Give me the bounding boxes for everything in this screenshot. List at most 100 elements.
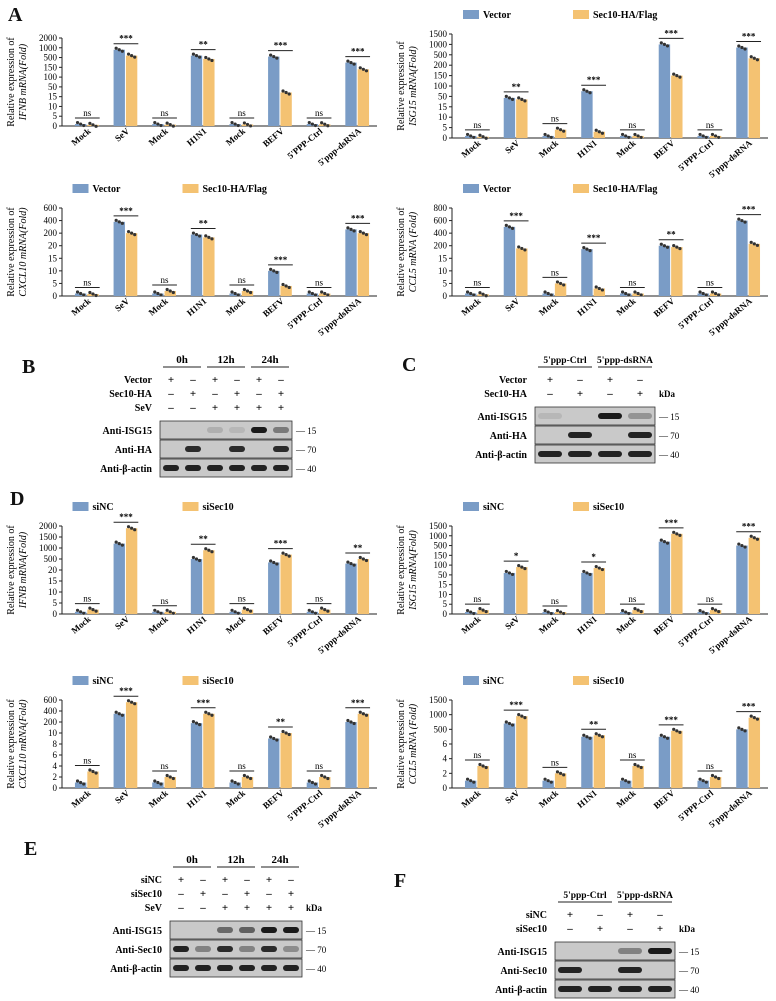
replicate-dot (713, 608, 718, 612)
x-tick-label: BEFV (652, 296, 677, 319)
blot-band (618, 967, 642, 973)
blot-kda-marker: — 40 (658, 450, 680, 460)
replicate-dot (633, 762, 637, 767)
x-tick-label: Mock (69, 614, 92, 636)
bar-series-2 (748, 717, 761, 788)
x-tick-label: 5'PPP-Ctrl (285, 126, 324, 161)
blot-band (207, 465, 223, 471)
replicate-dot (88, 768, 92, 772)
replicate-dot (75, 290, 80, 294)
y-tick-label: 10 (438, 589, 448, 599)
y-tick-label: 0 (53, 291, 58, 301)
blot-band (558, 986, 582, 992)
replicate-dot (504, 569, 508, 574)
replicate-dot (737, 217, 741, 221)
blot-condition-mark: + (547, 374, 553, 386)
blot-condition-mark: – (277, 374, 284, 386)
replicate-dot (755, 58, 760, 62)
panel-letter-e: E (24, 838, 38, 860)
bar-series-1 (113, 221, 125, 296)
significance-label: * (591, 552, 596, 562)
replicate-dot (207, 57, 211, 61)
replicate-dot (752, 536, 756, 540)
bar-series-2 (203, 58, 215, 127)
replicate-dot (245, 122, 250, 127)
chart-a-cxcl10: Relative expression of CXCL10 mRNA(Fold) 0… (6, 184, 377, 338)
replicate-dot (472, 611, 476, 616)
bar-series-1 (658, 245, 671, 296)
replicate-dot (755, 717, 760, 721)
blot-band (261, 927, 277, 933)
bar-series-2 (748, 537, 761, 614)
replicate-dot (242, 287, 247, 292)
replicate-dot (168, 775, 172, 779)
y-tick-label: 600 (44, 695, 58, 705)
replicate-dot (168, 123, 172, 127)
replicate-dot (504, 720, 508, 724)
legend-label-series-2: Sec10-HA/Flag (593, 10, 657, 21)
replicate-dot (710, 773, 715, 778)
replicate-dot (165, 773, 169, 778)
replicate-dot (130, 54, 134, 58)
blot-band (558, 967, 582, 973)
significance-label: *** (119, 206, 133, 216)
blot-band (283, 946, 299, 952)
replicate-dot (326, 124, 330, 128)
replicate-dot (713, 775, 718, 779)
replicate-dot (114, 710, 118, 714)
replicate-dot (310, 122, 314, 126)
replicate-dot (310, 291, 314, 296)
bar-series-1 (736, 729, 748, 788)
blot-band (538, 413, 562, 419)
blot-band (239, 946, 255, 952)
y-tick-label: 150 (434, 71, 448, 81)
replicate-dot (133, 233, 137, 237)
replicate-dot (323, 122, 327, 126)
replicate-dot (165, 287, 169, 292)
replicate-dot (717, 776, 721, 781)
replicate-dot (320, 606, 324, 610)
significance-label: ns (706, 120, 715, 130)
significance-label: ns (628, 594, 637, 604)
replicate-dot (659, 242, 663, 246)
replicate-dot (114, 218, 118, 222)
replicate-dot (248, 776, 253, 781)
replicate-dot (153, 779, 157, 783)
blot-condition-mark: + (657, 923, 663, 935)
replicate-dot (597, 566, 601, 570)
replicate-dot (346, 226, 350, 230)
replicate-dot (313, 123, 318, 128)
replicate-dot (639, 765, 643, 770)
replicate-dot (352, 62, 356, 66)
blot-kda-marker: — 15 (678, 947, 700, 957)
replicate-dot (665, 245, 670, 249)
replicate-dot (284, 90, 288, 95)
replicate-dot (523, 248, 527, 252)
replicate-dot (287, 554, 291, 558)
replicate-dot (585, 735, 589, 739)
y-tick-label: 1500 (429, 29, 448, 39)
replicate-dot (484, 609, 488, 614)
bar-series-1 (658, 736, 671, 788)
replicate-dot (588, 736, 592, 740)
blot-membrane-strip (169, 939, 303, 959)
significance-label: *** (351, 698, 365, 708)
bar-series-1 (503, 226, 516, 296)
replicate-dot (469, 134, 473, 138)
replicate-dot (620, 132, 625, 137)
blot-condition-mark: + (567, 909, 573, 921)
replicate-dot (659, 733, 663, 737)
replicate-dot (743, 545, 747, 549)
replicate-dot (636, 291, 640, 296)
replicate-dot (165, 121, 169, 125)
significance-label: ns (628, 750, 637, 760)
blot-timepoint-label: 24h (271, 854, 288, 866)
replicate-dot (126, 230, 131, 234)
replicate-dot (117, 712, 121, 716)
replicate-dot (749, 240, 753, 244)
blot-kda-label: kDa (306, 903, 323, 913)
blot-antibody-label: Anti-ISG15 (498, 947, 547, 958)
y-axis-label-line2: CXCL10 mRNA(Fold) (18, 699, 29, 789)
replicate-dot (740, 218, 744, 223)
significance-label: ns (551, 114, 560, 124)
